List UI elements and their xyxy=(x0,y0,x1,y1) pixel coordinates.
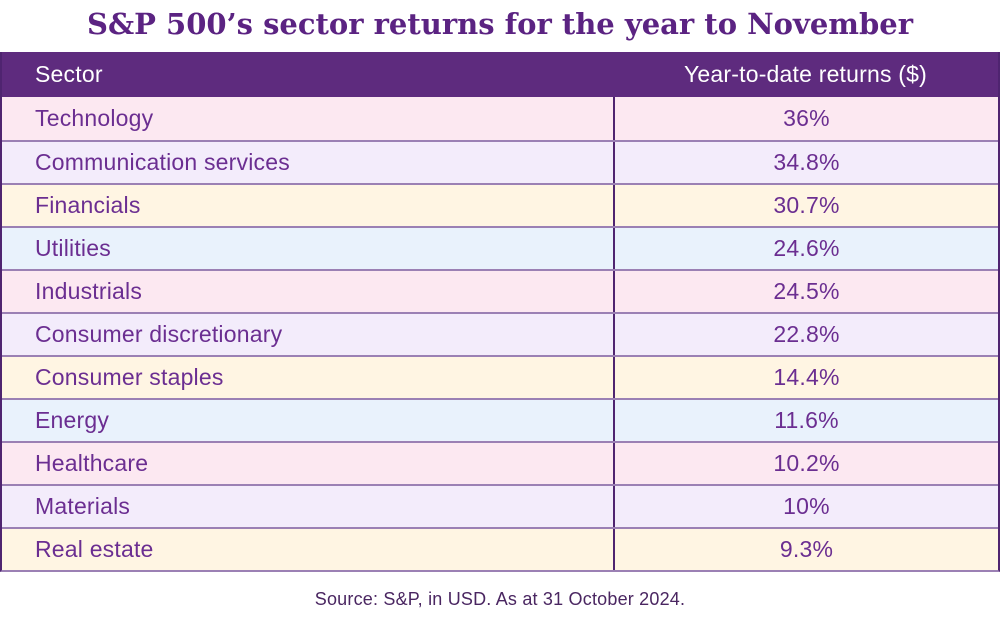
sector-cell: Consumer staples xyxy=(35,363,224,390)
column-header-sector: Sector xyxy=(35,60,103,87)
return-value-cell: 24.5% xyxy=(613,270,998,312)
page-title: S&P 500’s sector returns for the year to… xyxy=(87,7,913,41)
table-row: Energy 11.6% xyxy=(2,397,998,441)
table-row: Utilities 24.6% xyxy=(2,225,998,269)
return-value-cell: 22.8% xyxy=(613,313,998,355)
return-value-cell: 10% xyxy=(613,485,998,527)
table-body: Technology 36% Communication services 34.8%… xyxy=(2,96,998,570)
sector-cell: Energy xyxy=(35,406,110,433)
table-header-row: Sector Year-to-date returns ($) xyxy=(2,51,998,97)
return-value-cell: 34.8% xyxy=(613,141,998,183)
table-row: Consumer discretionary 22.8% xyxy=(2,311,998,355)
sector-returns-table: Sector Year-to-date returns ($) Technolo… xyxy=(0,51,1000,572)
return-value-cell: 11.6% xyxy=(613,399,998,441)
return-value-cell: 24.6% xyxy=(613,227,998,269)
table-row: Real estate 9.3% xyxy=(2,526,998,570)
source-note: Source: S&P, in USD. As at 31 October 20… xyxy=(314,588,686,609)
table-row: Financials 30.7% xyxy=(2,182,998,226)
table-row: Materials 10% xyxy=(2,483,998,527)
sector-cell: Utilities xyxy=(35,234,111,261)
sector-cell: Consumer discretionary xyxy=(35,320,283,347)
table-row: Communication services 34.8% xyxy=(2,139,998,183)
sector-cell: Industrials xyxy=(35,277,143,304)
return-value-cell: 14.4% xyxy=(613,356,998,398)
page: S&P 500’s sector returns for the year to… xyxy=(0,6,1000,627)
sector-cell: Financials xyxy=(35,191,141,218)
sector-cell: Technology xyxy=(35,104,154,131)
return-value-cell: 36% xyxy=(613,96,998,140)
return-value-cell: 30.7% xyxy=(613,184,998,226)
sector-cell: Materials xyxy=(35,492,131,519)
sector-cell: Communication services xyxy=(35,148,290,175)
table-row: Industrials 24.5% xyxy=(2,268,998,312)
sector-cell: Real estate xyxy=(35,535,154,562)
column-header-returns: Year-to-date returns ($) xyxy=(683,60,927,87)
table-row: Healthcare 10.2% xyxy=(2,440,998,484)
return-value-cell: 9.3% xyxy=(613,528,998,570)
return-value-cell: 10.2% xyxy=(613,442,998,484)
sector-cell: Healthcare xyxy=(35,449,149,476)
table-row: Consumer staples 14.4% xyxy=(2,354,998,398)
table-row: Technology 36% xyxy=(2,96,998,140)
